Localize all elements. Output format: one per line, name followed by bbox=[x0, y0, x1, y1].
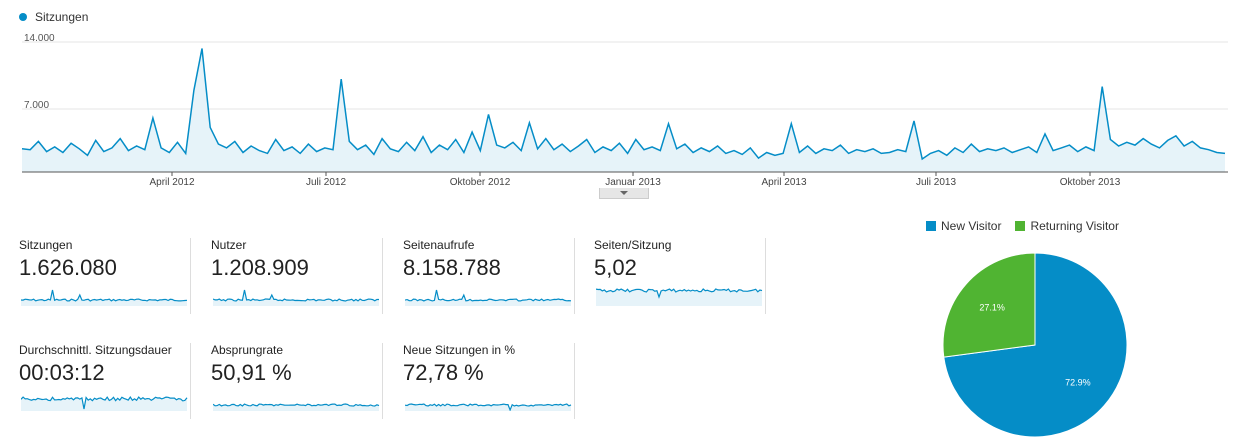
expand-chart-handle[interactable] bbox=[599, 188, 649, 199]
pie-slice-label: 27.1% bbox=[979, 302, 1005, 312]
sparkline bbox=[596, 288, 763, 306]
x-tick-label: Oktober 2013 bbox=[1060, 177, 1121, 188]
metric-value: 00:03:12 bbox=[19, 360, 105, 385]
x-tick-label: Juli 2013 bbox=[916, 177, 956, 188]
sparkline-fill bbox=[405, 290, 571, 306]
metric-value: 8.158.788 bbox=[403, 255, 501, 280]
sparkline-fill bbox=[21, 290, 187, 306]
sparkline-fill bbox=[21, 397, 187, 411]
pie-legend-label: New Visitor bbox=[941, 219, 1002, 233]
sparkline-line bbox=[405, 403, 572, 411]
metric-value: 72,78 % bbox=[403, 360, 484, 385]
pie-legend-item[interactable]: New Visitor bbox=[926, 219, 1001, 233]
metric-label: Sitzungen bbox=[19, 238, 73, 252]
metric-divider bbox=[765, 238, 766, 314]
sparkline-fill bbox=[596, 289, 762, 306]
sparkline bbox=[213, 289, 379, 306]
metric-label: Absprungrate bbox=[211, 343, 284, 357]
sparkline-fill bbox=[405, 404, 571, 411]
metric-label: Durchschnittl. Sitzungsdauer bbox=[19, 343, 172, 357]
sparkline-line bbox=[213, 403, 380, 407]
sparkline-fill bbox=[213, 290, 379, 306]
metric-label: Seiten/Sitzung bbox=[594, 238, 672, 252]
sessions-line-chart[interactable]: 14.000 7.000 April 2012 Juli 2012 Oktober … bbox=[0, 28, 1243, 188]
y-tick-label: 14.000 bbox=[24, 33, 55, 44]
sparkline-line bbox=[21, 289, 188, 302]
metric-divider bbox=[574, 343, 575, 419]
metric-label: Nutzer bbox=[211, 238, 247, 252]
visitor-type-pie-chart[interactable]: 72.9% 27.1% bbox=[935, 245, 1135, 445]
x-tick-label: April 2012 bbox=[149, 177, 194, 188]
metric-pages-per-session[interactable]: Seiten/Sitzung 5,02 bbox=[594, 238, 766, 314]
y-tick-label: 7.000 bbox=[24, 100, 49, 111]
metric-divider bbox=[574, 238, 575, 314]
sparkline bbox=[213, 403, 380, 411]
sparkline bbox=[21, 396, 188, 411]
x-tick-label: April 2013 bbox=[761, 177, 806, 188]
x-tick-label: Oktober 2012 bbox=[450, 177, 511, 188]
x-tick-label: Januar 2013 bbox=[605, 177, 661, 188]
metric-label: Neue Sitzungen in % bbox=[403, 343, 516, 357]
sparkline-line bbox=[596, 288, 763, 299]
metric-value: 50,91 % bbox=[211, 360, 292, 385]
metric-label: Seitenaufrufe bbox=[403, 238, 475, 252]
metric-value: 1.208.909 bbox=[211, 255, 309, 280]
pie-legend: New Visitor Returning Visitor bbox=[926, 219, 1119, 233]
sparkline-line bbox=[21, 396, 188, 410]
metric-divider bbox=[190, 343, 191, 419]
metric-bounce-rate[interactable]: Absprungrate 50,91 % bbox=[211, 343, 383, 419]
sessions-area-fill bbox=[22, 48, 1225, 172]
metric-divider bbox=[190, 238, 191, 314]
metric-value: 5,02 bbox=[594, 255, 637, 280]
metric-users[interactable]: Nutzer 1.208.909 bbox=[211, 238, 383, 314]
sparkline bbox=[405, 289, 572, 306]
sparkline-line bbox=[213, 289, 379, 302]
chart-legend[interactable]: Sitzungen bbox=[19, 10, 88, 24]
square-icon bbox=[926, 221, 936, 231]
series-dot-icon bbox=[19, 13, 27, 21]
legend-label: Sitzungen bbox=[35, 10, 89, 24]
metric-pageviews[interactable]: Seitenaufrufe 8.158.788 bbox=[403, 238, 575, 314]
pie-slice-returning-visitor[interactable] bbox=[942, 252, 1036, 358]
sparkline bbox=[405, 403, 572, 411]
sparkline-line bbox=[405, 289, 572, 302]
sessions-series-line bbox=[21, 48, 1226, 161]
metric-avg-session-duration[interactable]: Durchschnittl. Sitzungsdauer 00:03:12 bbox=[19, 343, 191, 419]
metric-sessions[interactable]: Sitzungen 1.626.080 bbox=[19, 238, 191, 314]
metric-divider bbox=[382, 238, 383, 314]
pie-slice-label: 72.9% bbox=[1065, 378, 1091, 388]
pie-legend-label: Returning Visitor bbox=[1030, 219, 1119, 233]
x-tick-label: Juli 2012 bbox=[306, 177, 346, 188]
metric-value: 1.626.080 bbox=[19, 255, 117, 280]
pie-legend-item[interactable]: Returning Visitor bbox=[1015, 219, 1119, 233]
metric-new-sessions[interactable]: Neue Sitzungen in % 72,78 % bbox=[403, 343, 575, 419]
chevron-down-icon bbox=[620, 191, 628, 195]
metric-divider bbox=[382, 343, 383, 419]
square-icon bbox=[1015, 221, 1026, 231]
sparkline bbox=[21, 289, 188, 306]
